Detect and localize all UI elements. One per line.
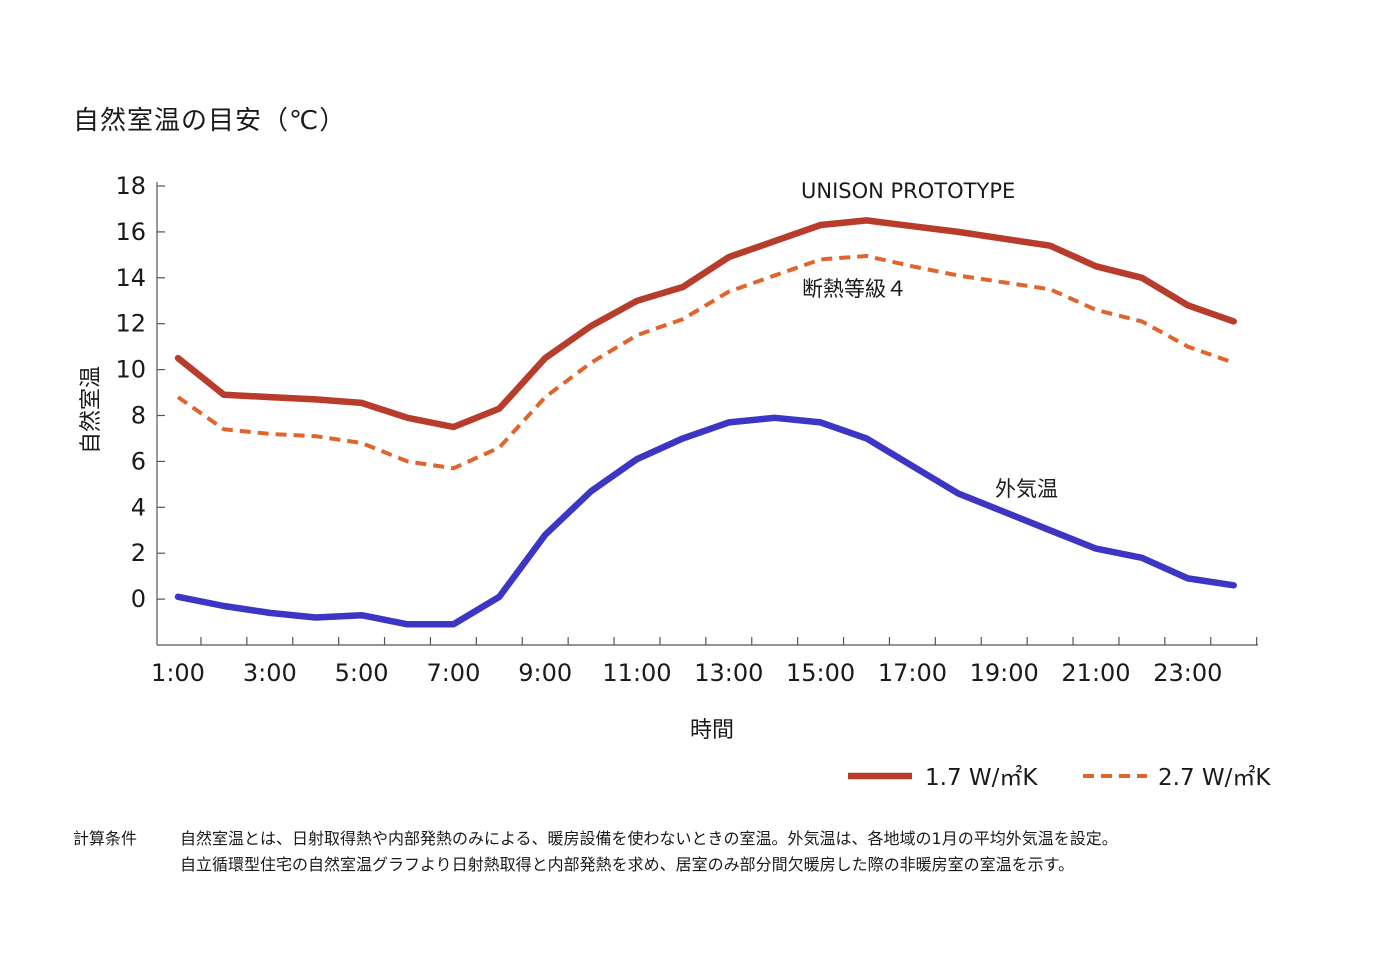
- x-tick-label: 13:00: [694, 659, 763, 687]
- y-tick-label: 0: [131, 585, 146, 613]
- notes-line-2: 自立循環型住宅の自然室温グラフより日射熱取得と内部発熱を求め、居室のみ部分間欠暖…: [180, 855, 1075, 874]
- y-tick-label: 18: [115, 172, 146, 200]
- x-tick-label: 17:00: [878, 659, 947, 687]
- y-tick-label: 14: [115, 264, 146, 292]
- y-tick-label: 8: [131, 402, 146, 430]
- notes-line-1: 自然室温とは、日射取得熱や内部発熱のみによる、暖房設備を使わないときの室温。外気…: [180, 829, 1118, 848]
- y-tick-label: 2: [131, 539, 146, 567]
- series-line-2-7: [176, 254, 1235, 471]
- annotation-insulation-grade: 断熱等級４: [802, 277, 907, 301]
- x-tick-label: 1:00: [151, 659, 205, 687]
- legend-label-2-7: 2.7 W/㎡K: [1158, 765, 1271, 791]
- x-tick-label: 5:00: [335, 659, 389, 687]
- x-tick-label: 15:00: [786, 659, 855, 687]
- chart-title: 自然室温の目安（℃）: [73, 106, 347, 136]
- series-line-1-7: [174, 217, 1237, 431]
- x-tick-label: 3:00: [243, 659, 297, 687]
- y-tick-label: 4: [131, 493, 146, 521]
- y-tick-label: 6: [131, 447, 146, 475]
- annotation-outdoor-temp: 外気温: [995, 477, 1058, 501]
- x-tick-label: 19:00: [970, 659, 1039, 687]
- x-tick-label: 11:00: [602, 659, 671, 687]
- x-tick-label: 23:00: [1153, 659, 1222, 687]
- series-line-outdoor: [174, 414, 1237, 628]
- x-tick-label: 9:00: [518, 659, 572, 687]
- x-axis-label: 時間: [690, 718, 734, 743]
- y-axis-label: 自然室温: [79, 366, 104, 454]
- legend-label-1-7: 1.7 W/㎡K: [925, 765, 1038, 791]
- notes-label: 計算条件: [73, 829, 138, 848]
- x-tick-label: 21:00: [1061, 659, 1130, 687]
- y-tick-label: 12: [115, 310, 146, 338]
- x-tick-label: 7:00: [426, 659, 480, 687]
- annotation-unison-prototype: UNISON PROTOTYPE: [801, 179, 1015, 203]
- y-tick-label: 10: [115, 356, 146, 384]
- y-tick-label: 16: [115, 218, 146, 246]
